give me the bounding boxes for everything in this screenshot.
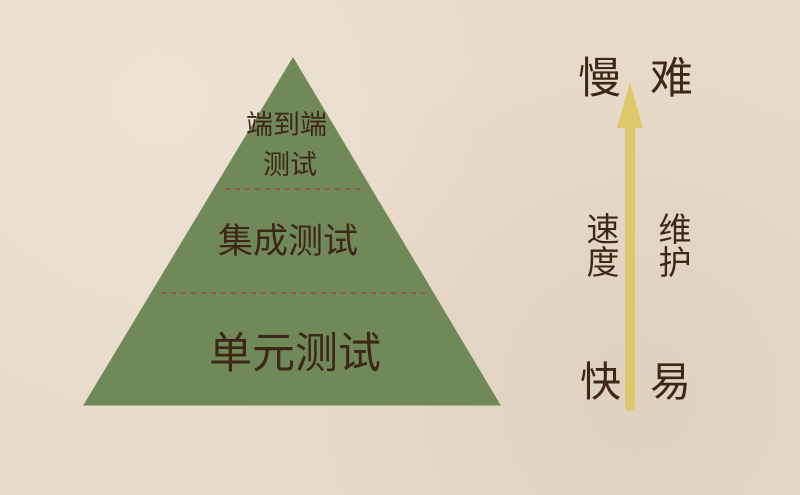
pyramid-level-e2e-line2: 测试 xyxy=(263,150,317,181)
scale-speed-label: 速度 xyxy=(581,212,620,278)
scale-arrow-head xyxy=(617,82,643,128)
pyramid-level-unit: 单元测试 xyxy=(209,329,381,379)
test-pyramid xyxy=(83,57,501,406)
scale-maintenance-label: 维护 xyxy=(653,212,692,278)
scale-bottom-left-label: 快 xyxy=(580,358,621,406)
pyramid-level-e2e-line1: 端到端 xyxy=(246,110,327,141)
scale-bottom-right-label: 易 xyxy=(650,358,691,406)
scale-top-left-label: 慢 xyxy=(578,54,621,104)
pyramid-level-integration: 集成测试 xyxy=(218,222,359,262)
scale-top-right-label: 难 xyxy=(650,54,693,104)
